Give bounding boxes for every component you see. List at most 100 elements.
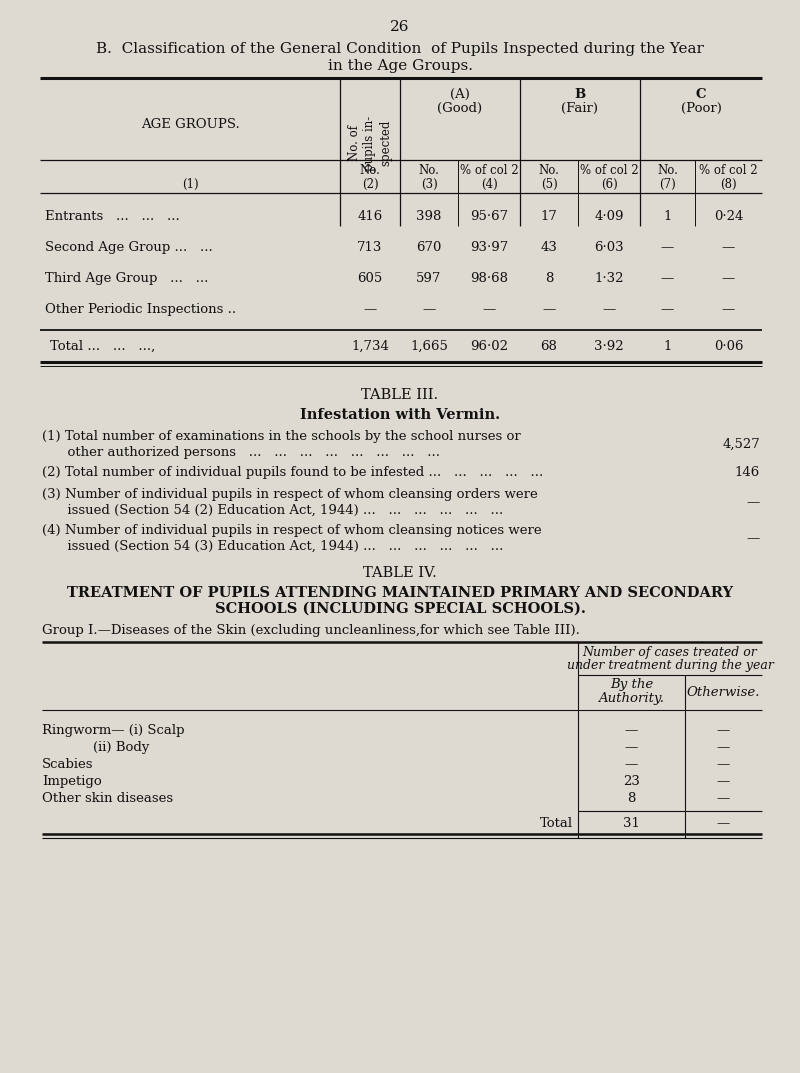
Text: 8: 8 — [627, 792, 636, 805]
Text: Third Age Group   ...   ...: Third Age Group ... ... — [45, 271, 208, 285]
Text: —: — — [746, 496, 760, 509]
Text: 0·24: 0·24 — [714, 210, 743, 223]
Text: 93·97: 93·97 — [470, 241, 508, 254]
Text: 146: 146 — [734, 466, 760, 479]
Text: 1: 1 — [663, 340, 672, 353]
Text: —: — — [717, 775, 730, 788]
Text: —: — — [717, 724, 730, 737]
Text: 597: 597 — [416, 271, 442, 285]
Text: No.: No. — [418, 164, 439, 177]
Text: TREATMENT OF PUPILS ATTENDING MAINTAINED PRIMARY AND SECONDARY: TREATMENT OF PUPILS ATTENDING MAINTAINED… — [67, 586, 733, 600]
Text: Otherwise.: Otherwise. — [686, 686, 760, 699]
Text: 1: 1 — [663, 210, 672, 223]
Text: (Good): (Good) — [438, 102, 482, 115]
Text: 605: 605 — [358, 271, 382, 285]
Text: —: — — [746, 532, 760, 545]
Text: issued (Section 54 (2) Education Act, 1944) ...   ...   ...   ...   ...   ...: issued (Section 54 (2) Education Act, 19… — [42, 504, 503, 517]
Text: (7): (7) — [659, 178, 676, 191]
Text: 68: 68 — [541, 340, 558, 353]
Text: 398: 398 — [416, 210, 442, 223]
Text: —: — — [625, 741, 638, 754]
Text: % of col 2: % of col 2 — [580, 164, 638, 177]
Text: No. of
pupils in-
spected: No. of pupils in- spected — [347, 116, 393, 171]
Text: Total ...   ...   ...,: Total ... ... ..., — [50, 340, 155, 353]
Text: (Fair): (Fair) — [562, 102, 598, 115]
Text: —: — — [661, 303, 674, 317]
Text: 8: 8 — [545, 271, 553, 285]
Text: (A): (A) — [450, 88, 470, 101]
Text: Number of cases treated or: Number of cases treated or — [582, 646, 758, 659]
Text: TABLE III.: TABLE III. — [362, 388, 438, 402]
Text: Impetigo: Impetigo — [42, 775, 102, 788]
Text: 1,665: 1,665 — [410, 340, 448, 353]
Text: (4) Number of individual pupils in respect of whom cleansing notices were: (4) Number of individual pupils in respe… — [42, 524, 542, 536]
Text: —: — — [722, 241, 735, 254]
Text: 4·09: 4·09 — [594, 210, 624, 223]
Text: —: — — [722, 271, 735, 285]
Text: 6·03: 6·03 — [594, 241, 624, 254]
Text: (2): (2) — [362, 178, 378, 191]
Text: (1) Total number of examinations in the schools by the school nurses or: (1) Total number of examinations in the … — [42, 430, 521, 443]
Text: 416: 416 — [358, 210, 382, 223]
Text: (3) Number of individual pupils in respect of whom cleansing orders were: (3) Number of individual pupils in respe… — [42, 488, 538, 501]
Text: No.: No. — [538, 164, 559, 177]
Text: 0·06: 0·06 — [714, 340, 743, 353]
Text: Second Age Group ...   ...: Second Age Group ... ... — [45, 241, 213, 254]
Text: SCHOOLS (INCLUDING SPECIAL SCHOOLS).: SCHOOLS (INCLUDING SPECIAL SCHOOLS). — [214, 602, 586, 616]
Text: —: — — [722, 303, 735, 317]
Text: % of col 2: % of col 2 — [460, 164, 518, 177]
Text: TABLE IV.: TABLE IV. — [363, 565, 437, 580]
Text: (Poor): (Poor) — [681, 102, 722, 115]
Text: 1,734: 1,734 — [351, 340, 389, 353]
Text: (4): (4) — [481, 178, 498, 191]
Text: —: — — [717, 758, 730, 771]
Text: Total: Total — [540, 817, 573, 831]
Text: 96·02: 96·02 — [470, 340, 508, 353]
Text: (1): (1) — [182, 178, 198, 191]
Text: Other skin diseases: Other skin diseases — [42, 792, 173, 805]
Text: % of col 2: % of col 2 — [699, 164, 758, 177]
Text: issued (Section 54 (3) Education Act, 1944) ...   ...   ...   ...   ...   ...: issued (Section 54 (3) Education Act, 19… — [42, 540, 503, 553]
Text: (ii) Body: (ii) Body — [42, 741, 150, 754]
Text: (2) Total number of individual pupils found to be infested ...   ...   ...   ...: (2) Total number of individual pupils fo… — [42, 466, 543, 479]
Text: —: — — [717, 741, 730, 754]
Text: Group I.—Diseases of the Skin (excluding uncleanliness,for which see Table III).: Group I.—Diseases of the Skin (excluding… — [42, 624, 580, 637]
Text: (6): (6) — [601, 178, 618, 191]
Text: —: — — [717, 817, 730, 831]
Text: other authorized persons   ...   ...   ...   ...   ...   ...   ...   ...: other authorized persons ... ... ... ...… — [42, 446, 440, 459]
Text: 1·32: 1·32 — [594, 271, 624, 285]
Text: 23: 23 — [623, 775, 640, 788]
Text: —: — — [625, 724, 638, 737]
Text: 95·67: 95·67 — [470, 210, 508, 223]
Text: Other Periodic Inspections ..: Other Periodic Inspections .. — [45, 303, 236, 317]
Text: —: — — [422, 303, 436, 317]
Text: Infestation with Vermin.: Infestation with Vermin. — [300, 408, 500, 422]
Text: No.: No. — [359, 164, 381, 177]
Text: 17: 17 — [541, 210, 558, 223]
Text: (3): (3) — [421, 178, 438, 191]
Text: 670: 670 — [416, 241, 442, 254]
Text: —: — — [717, 792, 730, 805]
Text: 31: 31 — [623, 817, 640, 831]
Text: Ringworm— (i) Scalp: Ringworm— (i) Scalp — [42, 724, 185, 737]
Text: (5): (5) — [541, 178, 558, 191]
Text: —: — — [661, 241, 674, 254]
Text: —: — — [602, 303, 616, 317]
Text: By the: By the — [610, 678, 653, 691]
Text: B.  Classification of the General Condition  of Pupils Inspected during the Year: B. Classification of the General Conditi… — [96, 42, 704, 56]
Text: —: — — [542, 303, 556, 317]
Text: No.: No. — [657, 164, 678, 177]
Text: 3·92: 3·92 — [594, 340, 624, 353]
Text: —: — — [625, 758, 638, 771]
Text: AGE GROUPS.: AGE GROUPS. — [141, 118, 239, 131]
Text: —: — — [363, 303, 377, 317]
Text: Scabies: Scabies — [42, 758, 94, 771]
Text: B: B — [574, 88, 586, 101]
Text: Entrants   ...   ...   ...: Entrants ... ... ... — [45, 210, 180, 223]
Text: (8): (8) — [720, 178, 737, 191]
Text: —: — — [482, 303, 496, 317]
Text: C: C — [696, 88, 706, 101]
Text: under treatment during the year: under treatment during the year — [566, 659, 774, 672]
Text: —: — — [661, 271, 674, 285]
Text: 98·68: 98·68 — [470, 271, 508, 285]
